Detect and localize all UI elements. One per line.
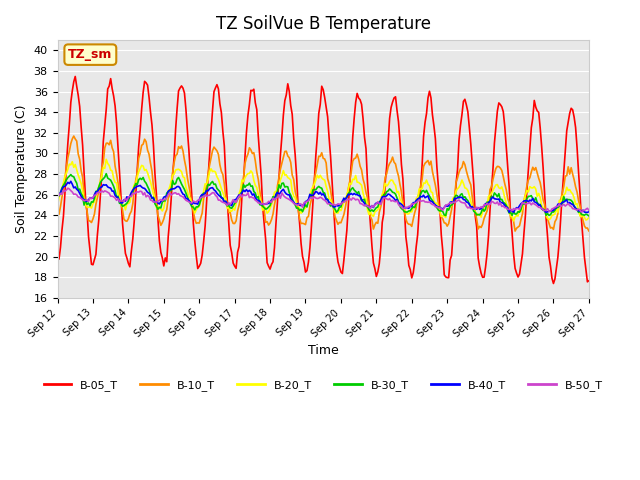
X-axis label: Time: Time [308,344,339,357]
B-20_T [68,159,76,165]
B-30_T [387,187,395,193]
B-30_T [68,173,76,179]
Title: TZ SoilVue B Temperature: TZ SoilVue B Temperature [216,15,431,33]
B-30_T [54,193,61,199]
B-30_T [522,200,529,206]
B-20_T [102,156,110,162]
B-20_T [376,204,383,210]
B-50_T [387,198,395,204]
Text: TZ_sm: TZ_sm [68,48,113,61]
B-40_T [376,201,383,206]
B-10_T [511,228,519,234]
B-05_T [68,88,76,94]
B-05_T [522,213,529,218]
B-05_T [387,105,395,110]
B-05_T [72,73,79,79]
B-40_T [54,193,61,199]
B-50_T [376,201,383,206]
B-30_T [358,198,365,204]
Legend: B-05_T, B-10_T, B-20_T, B-30_T, B-40_T, B-50_T: B-05_T, B-10_T, B-20_T, B-30_T, B-40_T, … [39,375,607,395]
B-20_T [358,182,365,188]
B-50_T [70,192,77,197]
B-30_T [154,206,162,212]
B-20_T [54,203,61,209]
B-10_T [68,136,76,142]
B-50_T [64,185,72,191]
B-05_T [54,257,61,263]
B-20_T [387,177,395,183]
B-40_T [154,200,162,206]
B-10_T [358,167,365,173]
B-30_T [585,213,593,219]
B-40_T [67,179,75,184]
B-05_T [585,278,593,284]
B-05_T [154,216,162,221]
Line: B-20_T: B-20_T [58,159,589,221]
B-40_T [584,210,591,216]
Y-axis label: Soil Temperature (C): Soil Temperature (C) [15,105,28,233]
B-30_T [102,171,110,177]
Line: B-10_T: B-10_T [58,136,589,231]
B-10_T [54,213,61,218]
Line: B-40_T: B-40_T [58,181,589,213]
B-20_T [154,204,162,209]
B-05_T [358,101,365,107]
B-05_T [376,261,383,266]
B-10_T [70,133,77,139]
Line: B-50_T: B-50_T [58,188,589,212]
B-50_T [578,209,586,215]
B-05_T [550,281,557,287]
Line: B-30_T: B-30_T [58,174,589,216]
B-40_T [70,185,77,191]
B-10_T [523,183,531,189]
B-30_T [376,199,383,205]
B-20_T [585,215,593,220]
B-40_T [585,209,593,215]
B-50_T [358,201,365,206]
B-50_T [585,207,593,213]
B-10_T [154,213,162,218]
B-40_T [387,193,395,199]
Line: B-05_T: B-05_T [58,76,589,284]
B-10_T [387,158,395,164]
B-50_T [522,201,529,207]
B-20_T [523,188,531,193]
B-40_T [358,197,365,203]
B-10_T [376,209,383,215]
B-40_T [522,198,529,204]
B-20_T [510,218,518,224]
B-50_T [154,198,162,204]
B-50_T [54,195,61,201]
B-10_T [585,228,593,234]
